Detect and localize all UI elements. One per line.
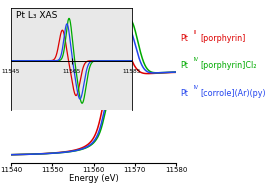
Text: II: II — [193, 30, 196, 35]
Text: [porphyrin]: [porphyrin] — [200, 34, 246, 43]
Text: 11545: 11545 — [2, 69, 20, 74]
Text: IV: IV — [193, 85, 199, 90]
Text: Pt: Pt — [180, 89, 188, 98]
Text: IV: IV — [193, 57, 199, 62]
Text: 11585: 11585 — [123, 69, 141, 74]
Text: Pt: Pt — [180, 61, 188, 70]
Text: [corrole](Ar)(py): [corrole](Ar)(py) — [200, 89, 266, 98]
X-axis label: Energy (eV): Energy (eV) — [69, 174, 118, 183]
Text: 11565: 11565 — [62, 69, 81, 74]
Text: Pt: Pt — [180, 34, 188, 43]
Text: Pt L₃ XAS: Pt L₃ XAS — [16, 11, 57, 20]
Text: [porphyrin]Cl₂: [porphyrin]Cl₂ — [200, 61, 257, 70]
